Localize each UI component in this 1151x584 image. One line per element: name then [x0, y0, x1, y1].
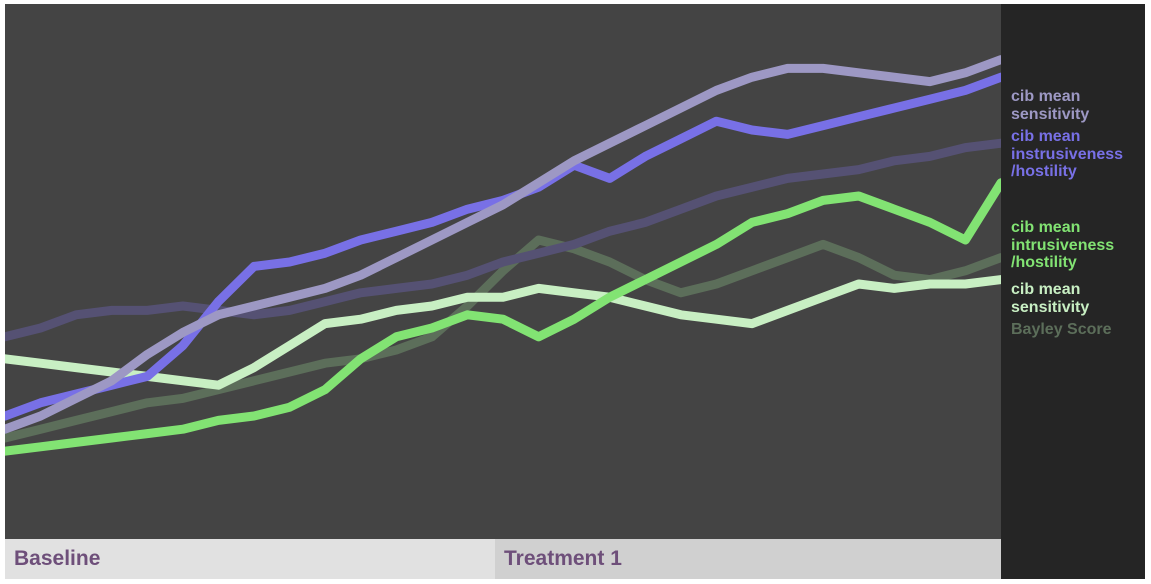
series-line-1 [5, 275, 1001, 390]
series-line-2 [5, 178, 1001, 456]
series-line-5 [5, 55, 1001, 434]
legend-label-cib-mean-intrusiveness-hostility: cib mean intrusiveness /hostility [1011, 219, 1115, 271]
phase-label-treatment-1: Treatment 1 [495, 539, 1001, 579]
legend-label-cib-mean-sensitivity-light: cib mean sensitivity [1011, 281, 1090, 316]
phase-bar: Baseline Treatment 1 [5, 539, 1001, 579]
chart-plot-area [5, 4, 1001, 539]
line-chart [5, 55, 1001, 456]
legend-panel: cib mean sensitivity cib mean instrusive… [1001, 4, 1145, 579]
series-line-4 [5, 72, 1001, 421]
legend-label-bayley-score: Bayley Score [1011, 321, 1112, 338]
phase-label-baseline: Baseline [5, 539, 495, 579]
legend-label-cib-mean-instrusiveness-hostility: cib mean instrusiveness /hostility [1011, 128, 1124, 180]
series-line-3 [5, 138, 1001, 342]
series-line-0 [5, 235, 1001, 443]
legend-label-cib-mean-sensitivity: cib mean sensitivity [1011, 88, 1090, 123]
